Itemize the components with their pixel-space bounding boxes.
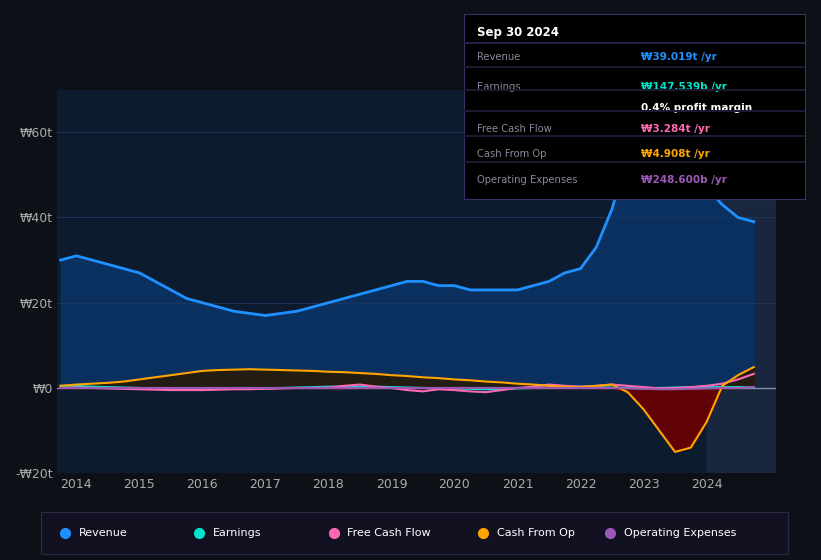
Text: Cash From Op: Cash From Op — [497, 529, 575, 538]
Text: ₩39.019t /yr: ₩39.019t /yr — [641, 53, 717, 62]
Text: Earnings: Earnings — [213, 529, 261, 538]
Text: Free Cash Flow: Free Cash Flow — [478, 124, 553, 134]
Bar — [707, 90, 776, 473]
Text: Operating Expenses: Operating Expenses — [478, 175, 578, 185]
Text: Revenue: Revenue — [79, 529, 127, 538]
Text: ₩4.908t /yr: ₩4.908t /yr — [641, 150, 710, 160]
Text: ₩3.284t /yr: ₩3.284t /yr — [641, 124, 710, 134]
Text: Revenue: Revenue — [478, 53, 521, 62]
Text: Cash From Op: Cash From Op — [478, 150, 547, 160]
Text: ₩248.600b /yr: ₩248.600b /yr — [641, 175, 727, 185]
Text: Free Cash Flow: Free Cash Flow — [347, 529, 431, 538]
Bar — [464, 136, 805, 137]
Text: ₩147.539b /yr: ₩147.539b /yr — [641, 82, 727, 92]
Text: 0.4% profit margin: 0.4% profit margin — [641, 103, 752, 113]
Bar — [464, 110, 805, 112]
Text: Earnings: Earnings — [478, 82, 521, 92]
Bar — [464, 42, 805, 44]
Text: Sep 30 2024: Sep 30 2024 — [478, 26, 559, 39]
Bar — [464, 161, 805, 163]
Bar — [464, 89, 805, 91]
Bar — [464, 66, 805, 68]
Text: Operating Expenses: Operating Expenses — [624, 529, 736, 538]
